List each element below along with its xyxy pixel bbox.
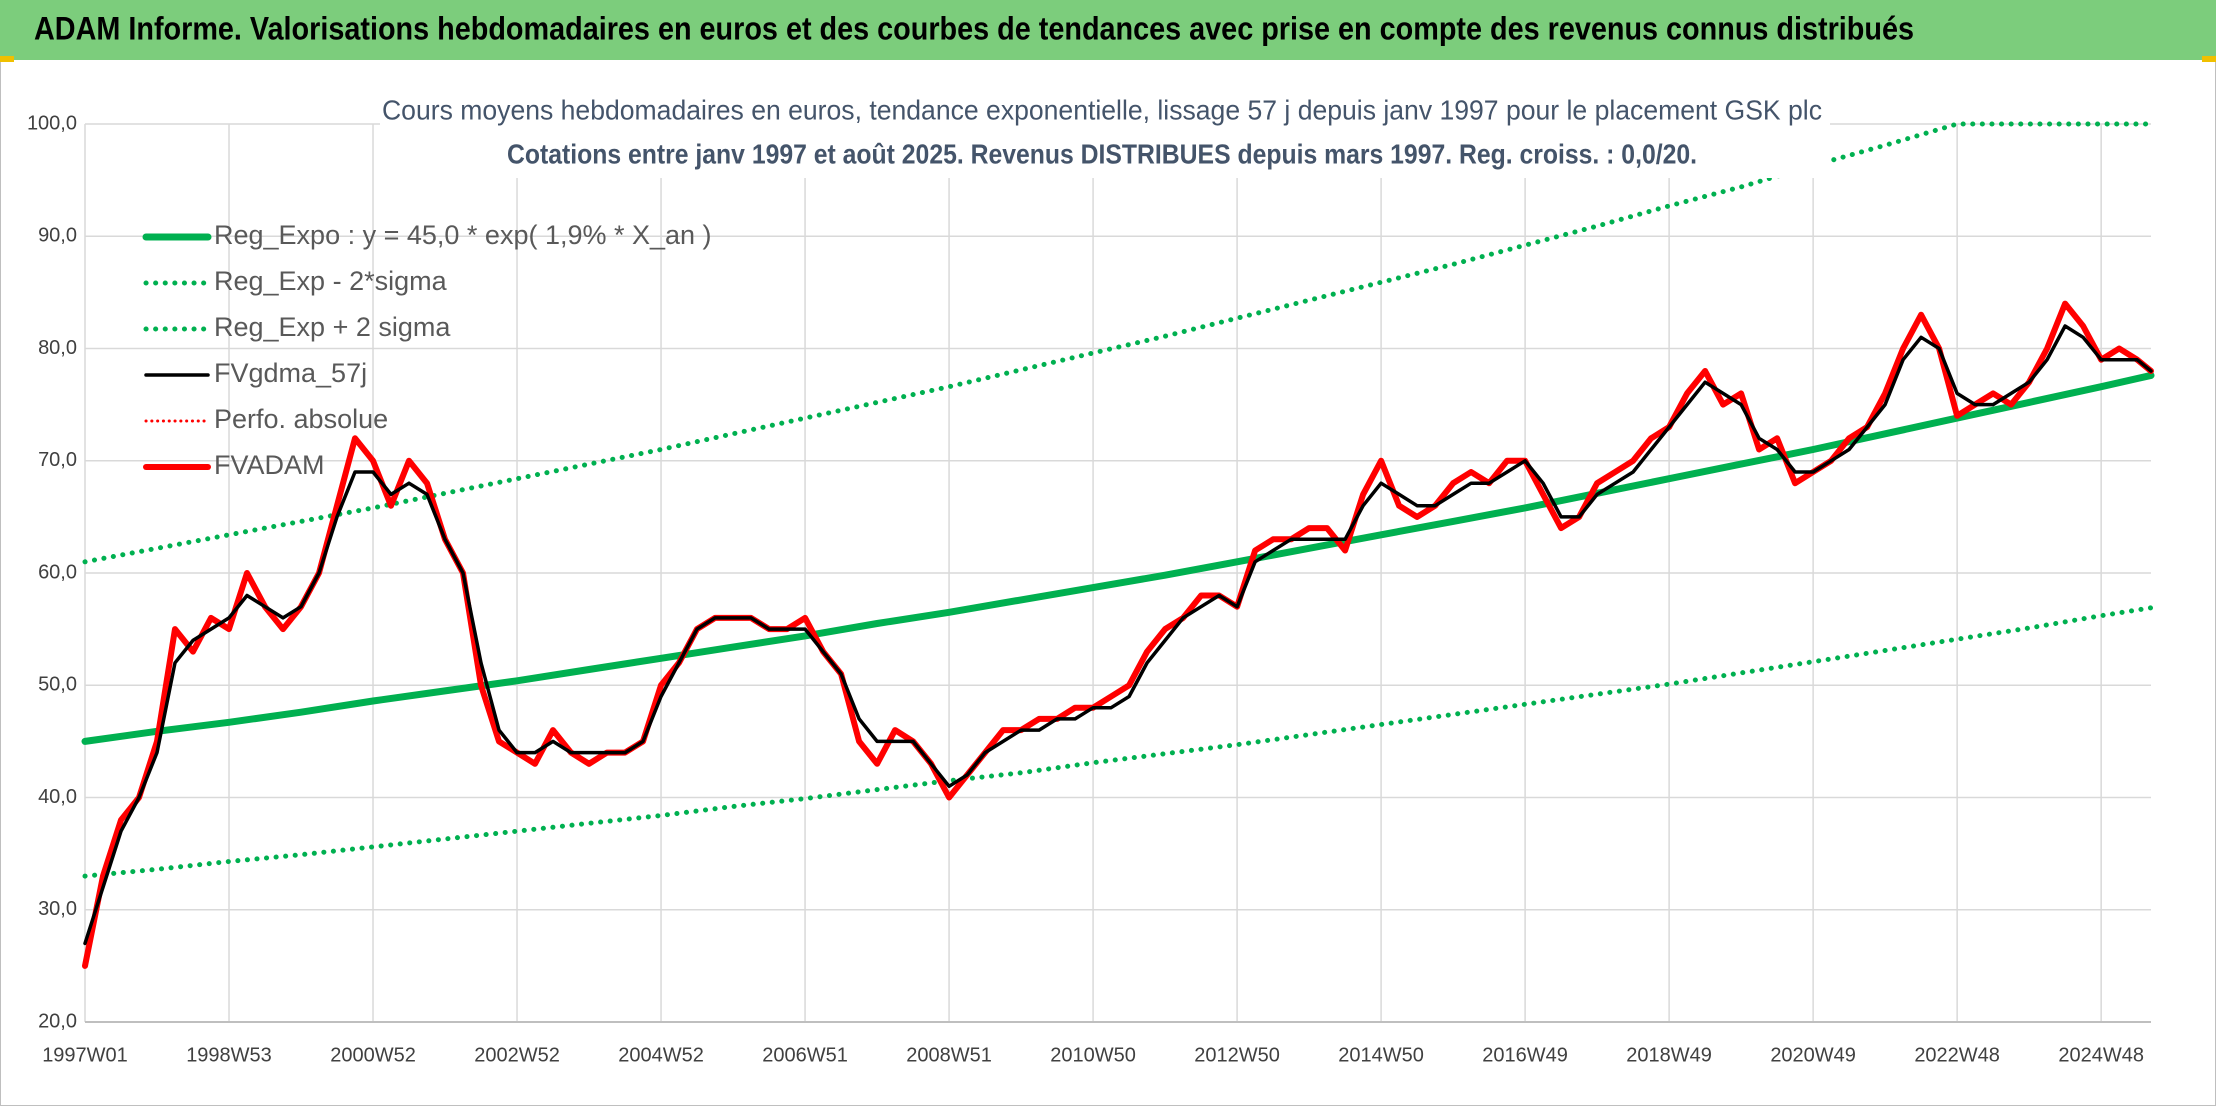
series-line [83, 324, 2153, 946]
y-tick-label: 60,0 [38, 561, 77, 583]
legend-label: Perfo. absolue [214, 404, 388, 434]
legend-label: FVgdma_57j [214, 358, 367, 388]
header-title: ADAM Informe. Valorisations hebdomadaire… [34, 10, 1914, 46]
x-tick-label: 2008W51 [906, 1044, 992, 1066]
y-tick-label: 100,0 [27, 112, 77, 134]
y-tick-label: 40,0 [38, 786, 77, 808]
series-line [82, 300, 2154, 969]
title-box [380, 88, 1830, 178]
x-tick-label: 2022W48 [1914, 1044, 2000, 1066]
y-tick-label: 30,0 [38, 898, 77, 920]
x-tick-label: 2010W50 [1050, 1044, 1136, 1066]
legend-label: FVADAM [214, 450, 325, 480]
chart-title: Cours moyens hebdomadaires en euros, ten… [382, 94, 1822, 125]
legend-label: Reg_Exp - 2*sigma [214, 266, 448, 296]
x-tick-label: 1997W01 [42, 1044, 128, 1066]
x-tick-label: 2016W49 [1482, 1044, 1568, 1066]
corner-mark [2202, 56, 2216, 62]
legend-label: Reg_Expo : y = 45,0 * exp( 1,9% * X_an ) [214, 220, 712, 250]
plot-area: 20,0 30,0 40,0 50,0 60,0 70,0 80,0 90,0 100,0 199… [27, 112, 2155, 1066]
y-tick-label: 90,0 [38, 225, 77, 247]
x-tick-label: 2012W50 [1194, 1044, 1280, 1066]
x-tick-label: 2004W52 [618, 1044, 704, 1066]
header-bar [0, 0, 2216, 60]
legend-label: Reg_Exp + 2 sigma [214, 312, 451, 342]
x-tick-label: 2014W50 [1338, 1044, 1424, 1066]
y-tick-label: 50,0 [38, 674, 77, 696]
y-tick-label: 80,0 [38, 337, 77, 359]
y-tick-label: 20,0 [38, 1010, 77, 1032]
y-tick-label: 70,0 [38, 449, 77, 471]
legend: Reg_Expo : y = 45,0 * exp( 1,9% * X_an )… [142, 220, 712, 480]
x-tick-label: 2006W51 [762, 1044, 848, 1066]
x-tick-label: 2000W52 [330, 1044, 416, 1066]
x-tick-label: 2024W48 [2058, 1044, 2144, 1066]
chart-subtitle: Cotations entre janv 1997 et août 2025. … [507, 138, 1697, 169]
x-tick-label: 2002W52 [474, 1044, 560, 1066]
series-line [81, 371, 2155, 745]
x-tick-label: 2018W49 [1626, 1044, 1712, 1066]
x-tick-label: 2020W49 [1770, 1044, 1856, 1066]
x-tick-label: 1998W53 [186, 1044, 272, 1066]
corner-mark [0, 56, 14, 62]
